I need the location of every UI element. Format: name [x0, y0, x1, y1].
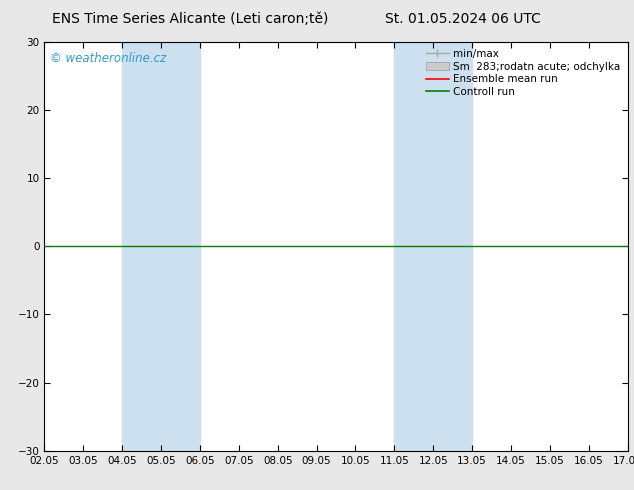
- Bar: [122, 42, 200, 451]
- Text: St. 01.05.2024 06 UTC: St. 01.05.2024 06 UTC: [385, 12, 541, 26]
- Legend: min/max, Sm  283;rodatn acute; odchylka, Ensemble mean run, Controll run: min/max, Sm 283;rodatn acute; odchylka, …: [424, 47, 623, 99]
- Bar: [394, 42, 472, 451]
- Text: © weatheronline.cz: © weatheronline.cz: [50, 52, 167, 65]
- Text: ENS Time Series Alicante (Leti caron;tě): ENS Time Series Alicante (Leti caron;tě): [52, 12, 328, 26]
